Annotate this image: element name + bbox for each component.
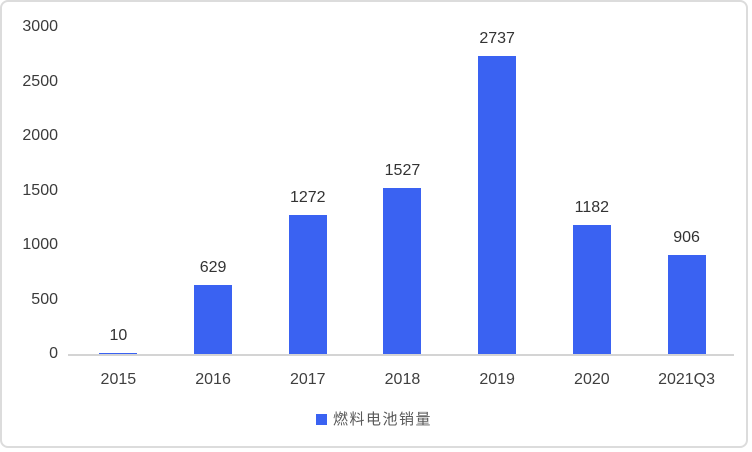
- y-axis-tick-label: 500: [31, 290, 58, 308]
- bar-value-label: 906: [673, 229, 700, 246]
- x-axis-category-label: 2018: [384, 371, 421, 388]
- bar-value-label: 10: [109, 327, 128, 344]
- legend-marker-icon: [315, 414, 327, 425]
- bar: [667, 255, 706, 354]
- y-axis-tick-label: 3000: [22, 18, 58, 35]
- y-axis-tick-label: 0: [49, 345, 58, 362]
- legend-label: 燃料电池销量: [332, 411, 432, 428]
- x-axis-category-label: 2016: [195, 371, 231, 388]
- x-axis-line: [68, 354, 734, 356]
- y-axis-tick-label: 1000: [22, 236, 58, 253]
- bar: [383, 188, 422, 354]
- bar-value-label: 1182: [574, 199, 610, 216]
- bar: [288, 215, 327, 354]
- x-axis-category-label: 2021Q3: [658, 371, 716, 388]
- bar: [478, 56, 517, 354]
- legend: 燃料电池销量: [2, 410, 746, 430]
- y-axis-tick-label: 2500: [22, 72, 58, 90]
- x-axis-category-label: 2019: [479, 371, 515, 388]
- x-axis-category-label: 2020: [574, 371, 610, 388]
- x-axis-category-label: 2015: [100, 371, 137, 388]
- plot-area: 0 500 1000 1500 2000 2500 3000 10 629 1272 1527 27…: [2, 2, 746, 446]
- bar-value-label: 629: [199, 259, 227, 276]
- bar: [194, 285, 233, 354]
- x-axis-category-label: 2017: [289, 371, 326, 388]
- bar-value-label: 1527: [384, 162, 421, 179]
- bar: [572, 225, 611, 354]
- y-axis-tick-label: 1500: [22, 181, 58, 199]
- bar: [99, 353, 138, 354]
- bar-value-label: 2737: [479, 30, 515, 47]
- bar-value-label: 1272: [289, 189, 326, 206]
- y-axis-tick-label: 2000: [22, 127, 58, 144]
